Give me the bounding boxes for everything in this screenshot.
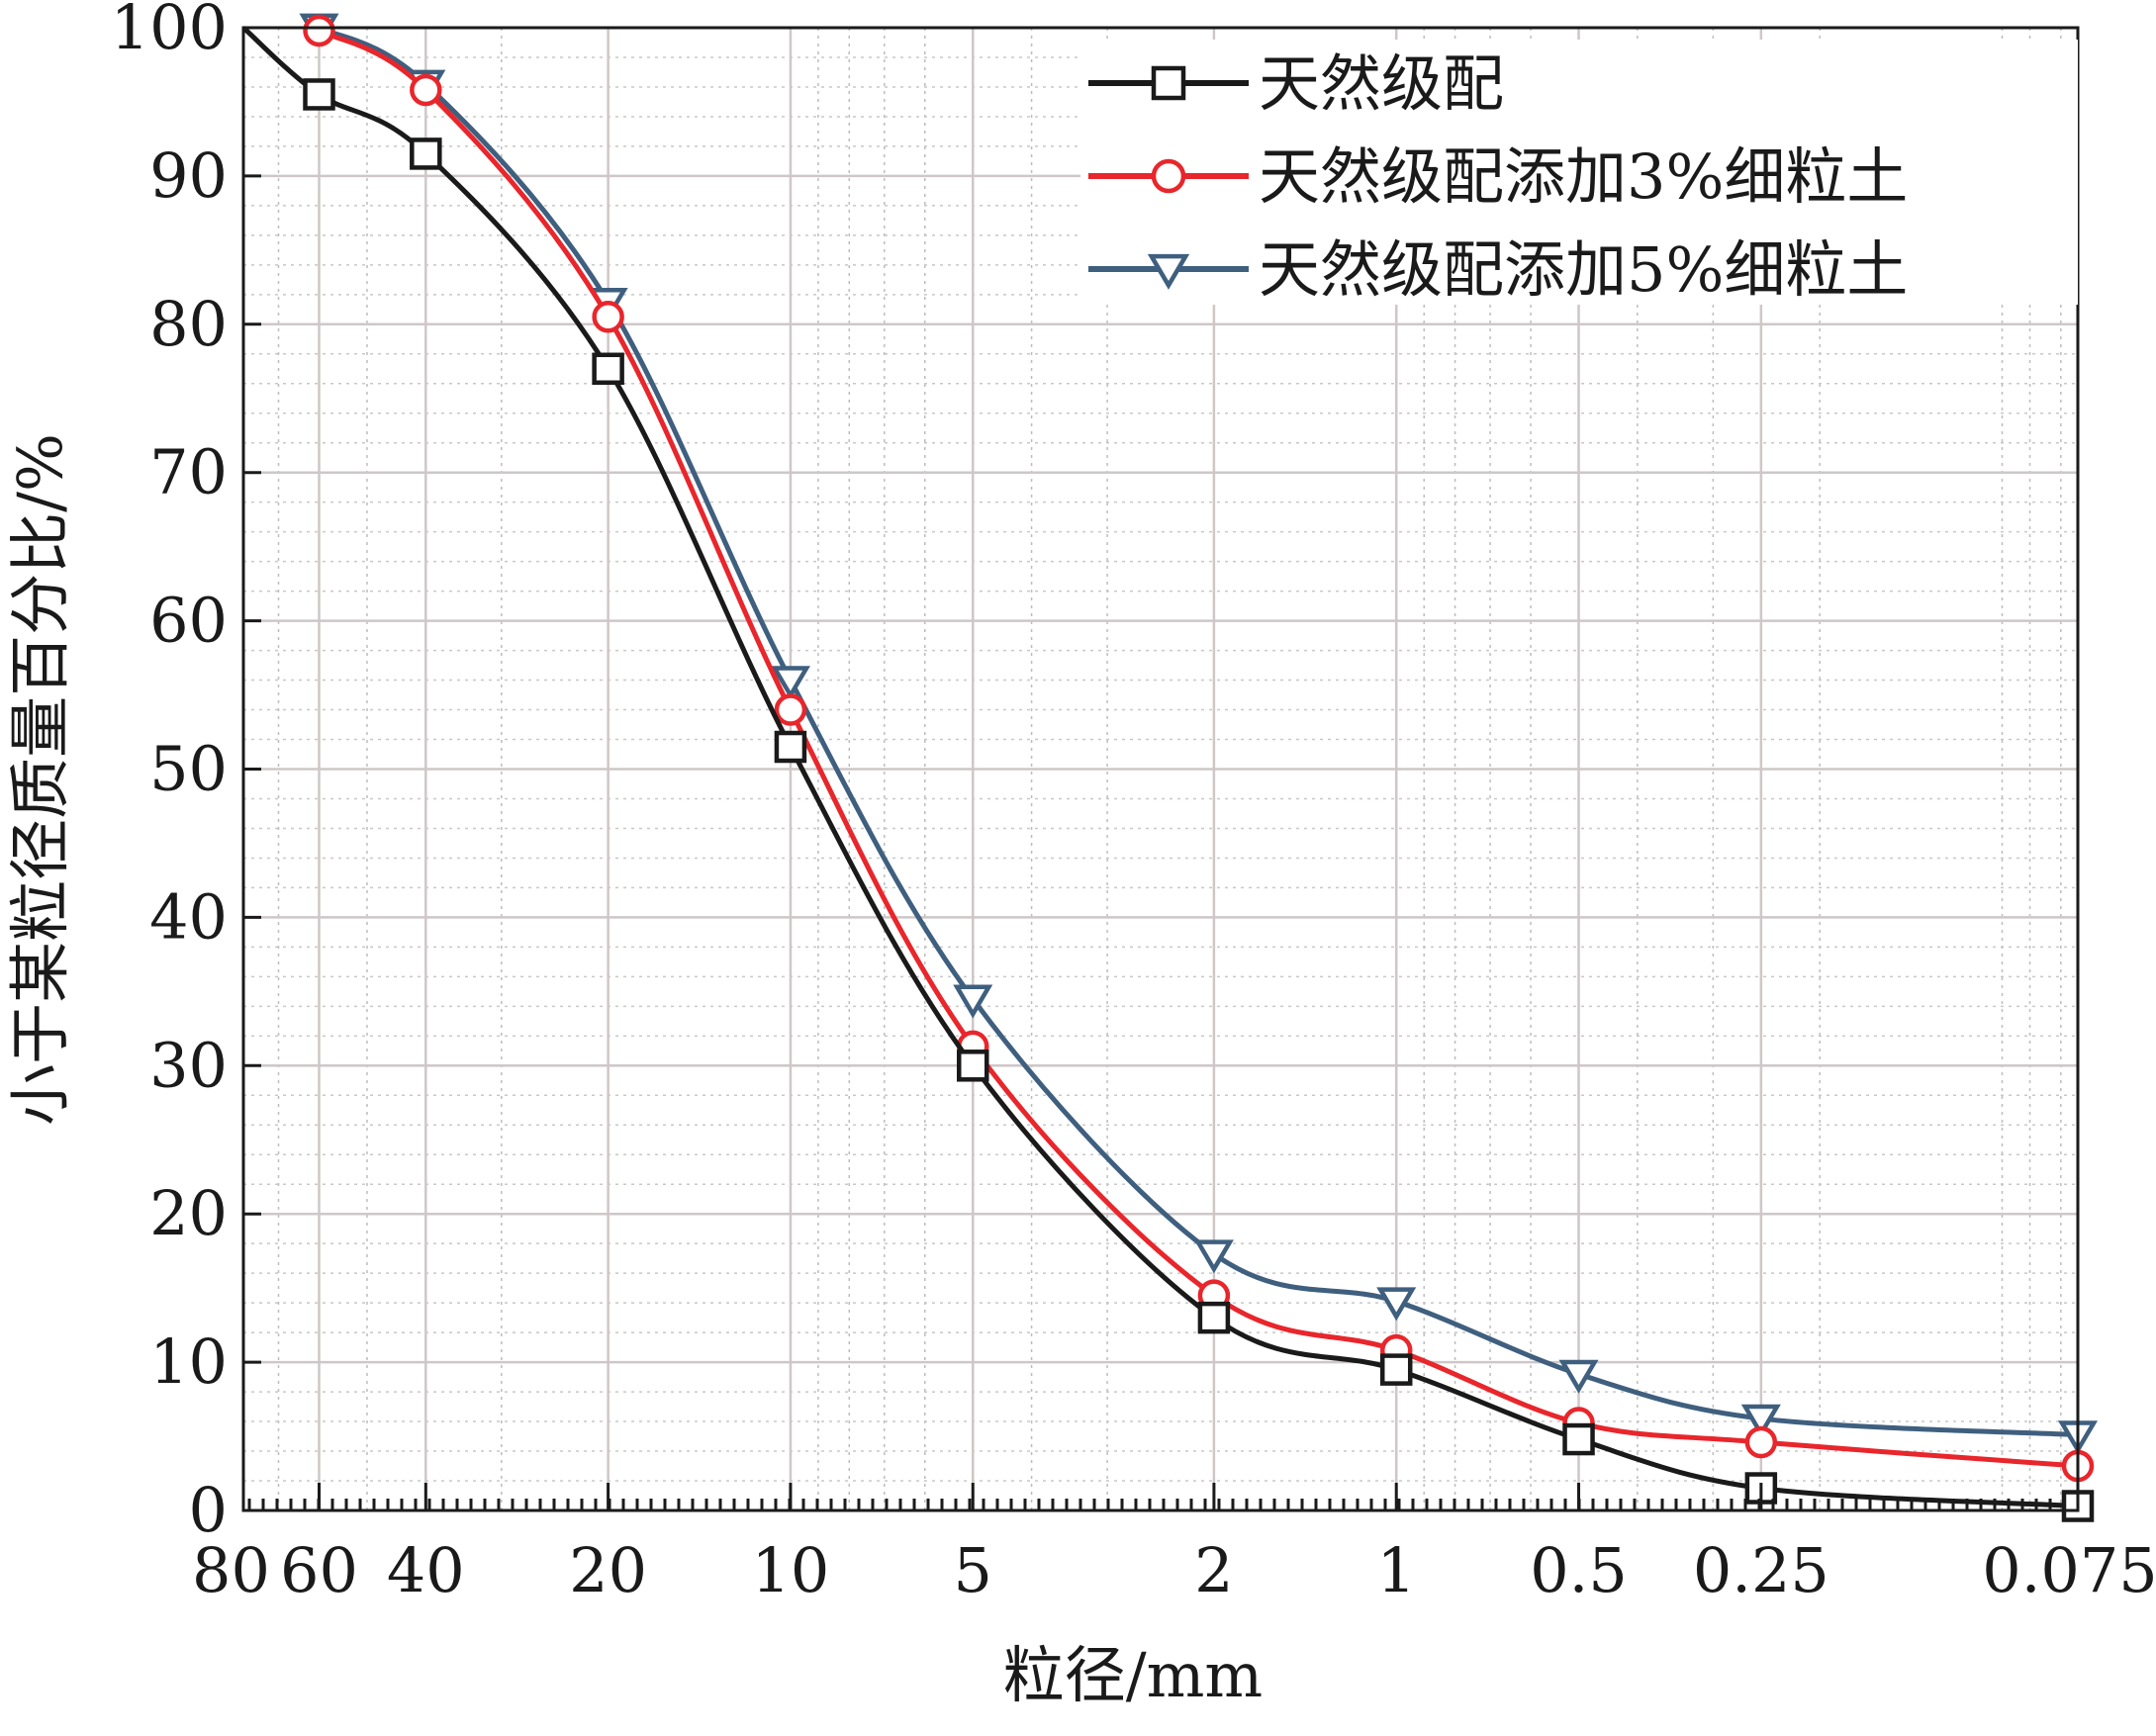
y-tick-label: 100 xyxy=(111,0,228,63)
y-tick-label: 30 xyxy=(149,1029,228,1101)
x-tick-label: 40 xyxy=(387,1534,465,1606)
legend-label: 天然级配添加5%细粒土 xyxy=(1259,233,1908,306)
data-point-triangle xyxy=(1193,1239,1234,1274)
y-tick-label: 60 xyxy=(149,585,228,657)
data-point-square xyxy=(957,1050,989,1082)
data-point-square xyxy=(303,78,335,111)
y-axis-title: 小于某粒径质量百分比/% xyxy=(4,433,76,1126)
data-point-square xyxy=(592,352,624,386)
data-point-triangle xyxy=(1740,1404,1781,1438)
y-tick-label: 80 xyxy=(149,288,228,360)
data-point-square xyxy=(410,137,442,170)
x-tick-label: 20 xyxy=(569,1534,647,1606)
x-tick-label: 5 xyxy=(954,1534,992,1606)
legend-entry: 天然级配添加5%细粒土 xyxy=(1088,233,1908,306)
data-point-triangle xyxy=(1558,1359,1599,1394)
legend-label: 天然级配 xyxy=(1259,47,1504,120)
data-point-circle xyxy=(1151,158,1186,194)
y-tick-label: 10 xyxy=(149,1325,228,1398)
x-tick-label: 1 xyxy=(1376,1534,1415,1606)
x-tick-label: 10 xyxy=(751,1534,829,1606)
x-tick-label: 0.25 xyxy=(1693,1534,1829,1606)
data-point-square xyxy=(774,730,807,764)
x-tick-label: 0.5 xyxy=(1530,1534,1628,1606)
data-point-triangle xyxy=(770,666,810,700)
x-tick-label: 60 xyxy=(280,1534,358,1606)
series-3 xyxy=(299,13,2099,1455)
data-point-circle xyxy=(303,14,335,47)
data-point-circle xyxy=(774,693,807,726)
y-tick-label: 20 xyxy=(149,1177,228,1249)
x-tick-label: 0.075 xyxy=(1982,1534,2156,1606)
data-point-square xyxy=(1562,1422,1595,1456)
legend-entry: 天然级配添加3%细粒土 xyxy=(1088,140,1908,213)
y-tick-label: 0 xyxy=(189,1474,228,1546)
data-point-circle xyxy=(592,301,624,333)
y-tick-label: 50 xyxy=(149,733,228,805)
y-tick-label: 40 xyxy=(149,880,228,953)
x-tick-label: 2 xyxy=(1194,1534,1233,1606)
data-point-square xyxy=(1379,1353,1413,1386)
y-tick-label: 70 xyxy=(149,436,228,508)
x-axis-title: 粒径/mm xyxy=(1003,1639,1263,1711)
data-point-triangle xyxy=(953,984,993,1019)
legend-entry: 天然级配 xyxy=(1088,47,1504,120)
data-point-triangle xyxy=(1376,1287,1417,1322)
x-tick-label: 80 xyxy=(192,1534,270,1606)
data-point-square xyxy=(1151,65,1186,101)
y-tick-label: 90 xyxy=(149,139,228,212)
data-point-triangle xyxy=(1147,253,1190,290)
legend-label: 天然级配添加3%细粒土 xyxy=(1259,140,1908,213)
data-point-square xyxy=(1197,1301,1231,1334)
data-point-circle xyxy=(1744,1425,1778,1459)
series-line xyxy=(318,25,2079,1438)
data-point-circle xyxy=(410,73,442,107)
series-line xyxy=(318,28,2079,1469)
